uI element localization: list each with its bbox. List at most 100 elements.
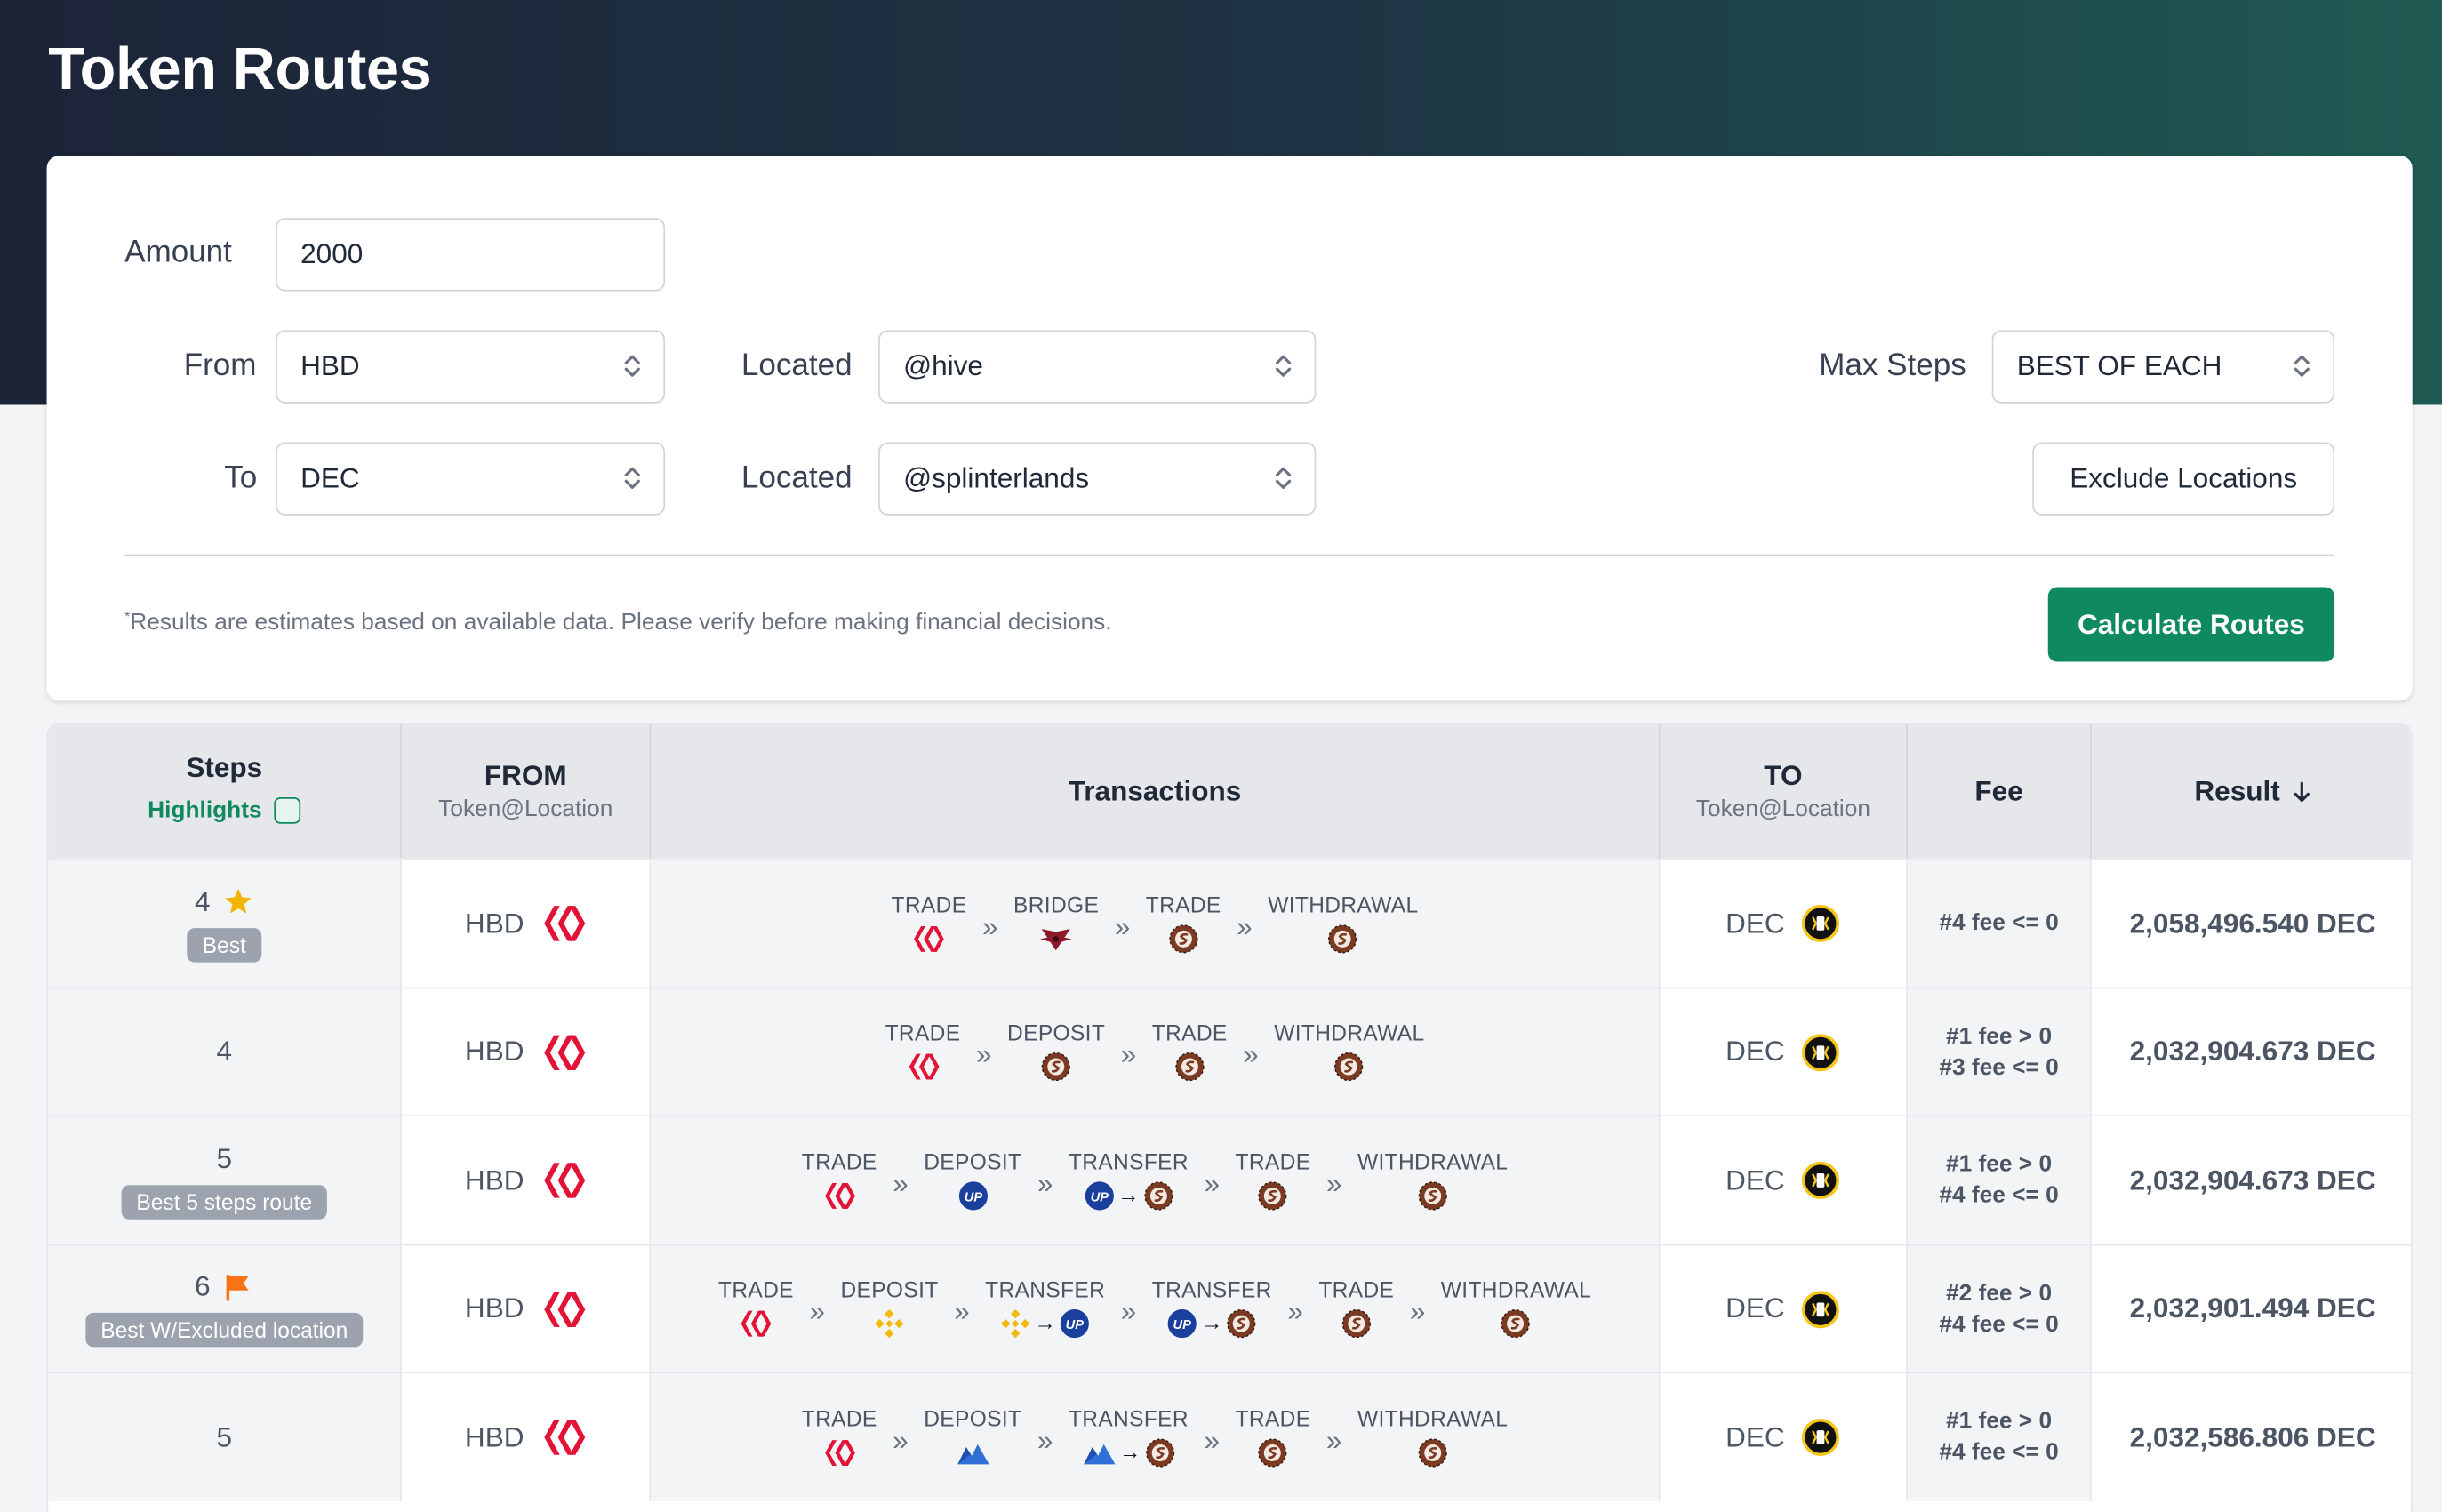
from-select[interactable]: HBD (276, 330, 666, 404)
col-to-sub: Token@Location (1695, 796, 1871, 823)
col-transactions-title: Transactions (1068, 775, 1242, 807)
uptrennd-icon: UP (1059, 1308, 1090, 1340)
uptrennd-icon: UP (1166, 1308, 1197, 1340)
transaction-step: WITHDRAWAL (1268, 892, 1418, 956)
col-result[interactable]: Result (2092, 724, 2411, 859)
to-cell: DEC (1660, 1116, 1909, 1244)
transaction-step-label: TRANSFER (1151, 1276, 1272, 1302)
result-value: 2,032,586.806 DEC (2129, 1420, 2376, 1452)
result-cell: 2,032,586.806 DEC (2091, 1373, 2411, 1501)
transaction-step-label: WITHDRAWAL (1268, 891, 1419, 916)
hive-icon (906, 1050, 941, 1084)
to-token: DEC (1725, 907, 1785, 939)
transaction-step-label: DEPOSIT (924, 1148, 1022, 1174)
result-value: 2,032,904.673 DEC (2129, 1036, 2376, 1068)
transaction-step: TRADE (802, 1405, 877, 1469)
transactions-cell: TRADE » DEPOSIT » TRANSFER → UP » TRANSFER UP → » TR… (651, 1244, 1661, 1373)
page-title: Token Routes (48, 37, 432, 103)
transaction-step: BRIDGE (1013, 892, 1099, 956)
to-select[interactable]: DEC (276, 442, 666, 516)
dec-token-icon (1800, 1417, 1841, 1458)
transactions-cell: TRADE » BRIDGE » TRADE » WITHDRAWAL (651, 860, 1661, 988)
mountain-icon (956, 1438, 990, 1467)
transaction-step: TRADE (802, 1148, 877, 1212)
calculate-routes-button[interactable]: Calculate Routes (2047, 587, 2335, 662)
amount-input[interactable]: 2000 (276, 218, 666, 292)
highlights-checkbox[interactable] (274, 796, 301, 824)
chevron-double-right-icon: » (893, 1167, 909, 1199)
fee-cell: #1 fee > 0 #4 fee <= 0 (1908, 1373, 2092, 1501)
transaction-step: TRADE (892, 892, 967, 956)
dec-token-icon (1800, 1160, 1841, 1201)
max-steps-select[interactable]: BEST OF EACH (1991, 330, 2335, 404)
max-steps-label: Max Steps (1819, 348, 1966, 383)
col-to[interactable]: TO Token@Location (1661, 724, 1909, 859)
fee-cell: #2 fee > 0 #4 fee <= 0 (1908, 1244, 2092, 1373)
from-cell: HBD (401, 1116, 652, 1244)
chevron-double-right-icon: » (1037, 1167, 1053, 1199)
arrow-down-icon[interactable] (2293, 780, 2311, 804)
col-from-title: FROM (484, 759, 567, 791)
fee-line: #2 fee > 0 (1945, 1279, 2053, 1306)
hive-icon (540, 900, 587, 948)
col-result-title: Result (2194, 775, 2280, 807)
steps-cell: 4 Best (48, 860, 402, 988)
to-located-select[interactable]: @splinterlands (878, 442, 1317, 516)
steps-count: 4 (216, 1036, 233, 1068)
chevron-double-right-icon: » (1325, 1167, 1342, 1199)
from-label: From (183, 348, 257, 383)
chevron-double-right-icon: » (1409, 1295, 1426, 1327)
to-located-label: Located (741, 460, 853, 496)
transaction-step-label: TRADE (1235, 1148, 1311, 1174)
splinterlands-icon (1142, 1180, 1173, 1211)
fee-line: #3 fee <= 0 (1939, 1053, 2059, 1080)
transaction-step-label: TRADE (717, 1276, 794, 1302)
route-form-card: Amount 2000 From HBD Located @hive Max S… (46, 156, 2413, 701)
to-select-value: DEC (300, 462, 360, 494)
table-row[interactable]: 4 HBD TRADE » DEPOSIT » TRADE » WITHDRAWAL DEC… (48, 986, 2411, 1116)
steps-count: 5 (216, 1420, 233, 1452)
dec-token-icon (1800, 1289, 1841, 1330)
from-located-value: @hive (903, 350, 983, 382)
highlights-toggle[interactable]: Highlights (48, 796, 400, 824)
from-located-select[interactable]: @hive (878, 330, 1317, 404)
col-transactions[interactable]: Transactions (651, 724, 1661, 859)
splinterlands-icon (1333, 1052, 1365, 1083)
arrow-right-icon: → (1034, 1309, 1056, 1335)
svg-text:UP: UP (964, 1189, 982, 1204)
fee-line: #4 fee <= 0 (1939, 1181, 2059, 1209)
hive-icon (822, 1435, 857, 1469)
transaction-step-label: TRADE (885, 1020, 961, 1045)
table-row[interactable]: 4 Best HBD TRADE» BRIDGE» TRADE» WITHDRAWAL … (48, 858, 2411, 988)
table-row[interactable]: 5 Best 5 steps route HBD TRADE » DEPOSIT UP »… (48, 1115, 2411, 1244)
col-from[interactable]: FROM Token@Location (402, 724, 652, 859)
hive-icon (739, 1307, 773, 1341)
fee-line: #4 fee <= 0 (1939, 1438, 2059, 1466)
col-steps-title: Steps (186, 752, 263, 784)
chevron-double-right-icon: » (975, 1038, 992, 1070)
transaction-step: TRANSFER UP → (1152, 1277, 1272, 1341)
uptrennd-icon: UP (957, 1180, 989, 1211)
disclaimer-note: *Results are estimates based on availabl… (124, 609, 1111, 636)
chevron-double-right-icon: » (1204, 1424, 1221, 1456)
chevron-double-right-icon: » (1120, 1038, 1137, 1070)
col-to-title: TO (1764, 759, 1803, 791)
result-cell: 2,032,904.673 DEC (2091, 1116, 2411, 1244)
disclaimer-mark: * (124, 608, 131, 625)
transaction-step-label: WITHDRAWAL (1357, 1148, 1509, 1174)
table-row[interactable]: 6 Best W/Excluded location HBD TRADE » DEPO… (48, 1243, 2411, 1373)
amount-input-value: 2000 (300, 238, 364, 270)
transaction-step-label: TRADE (801, 1148, 877, 1174)
to-token: DEC (1725, 1420, 1785, 1452)
col-steps[interactable]: Steps Highlights (48, 724, 402, 859)
splinterlands-icon (1257, 1436, 1288, 1468)
amount-label: Amount (124, 235, 232, 270)
table-row[interactable]: 5 HBD TRADE » DEPOSIT » TRANSFER → » TRADE » WITH… (48, 1372, 2411, 1501)
chevron-double-right-icon: » (1287, 1295, 1303, 1327)
col-fee[interactable]: Fee (1908, 724, 2092, 859)
col-from-sub: Token@Location (438, 796, 613, 823)
max-steps-value: BEST OF EACH (2016, 350, 2222, 382)
exclude-locations-button[interactable]: Exclude Locations (2032, 442, 2335, 516)
arrow-right-icon: → (1118, 1437, 1141, 1463)
